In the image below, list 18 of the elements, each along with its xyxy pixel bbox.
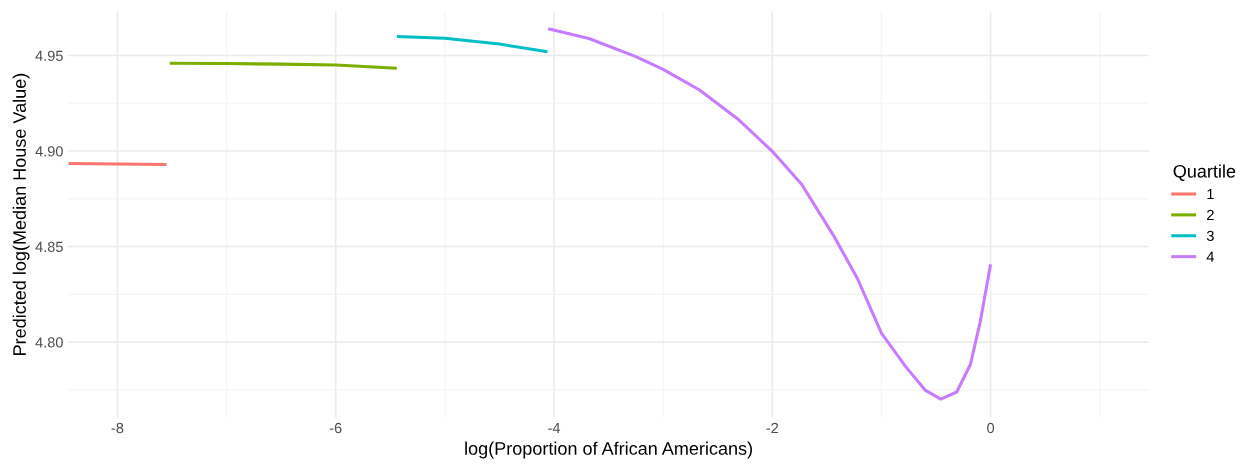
y-tick-label: 4.95 bbox=[35, 50, 63, 61]
x-tick-label: -8 bbox=[111, 422, 124, 434]
legend-label: 1 bbox=[1207, 189, 1214, 200]
y-axis-title: Predicted log(Median House Value) bbox=[12, 73, 30, 355]
x-tick-label: 0 bbox=[987, 422, 995, 434]
x-tick-label: -2 bbox=[766, 422, 779, 434]
line-series bbox=[395, 34, 549, 54]
x-tick-label: -4 bbox=[548, 423, 561, 434]
legend-label: 3 bbox=[1206, 230, 1214, 242]
x-tick-label: -6 bbox=[329, 422, 342, 434]
x-axis-title: log(Proportion of African Americans) bbox=[465, 441, 752, 459]
legend-label: 4 bbox=[1206, 251, 1215, 262]
line-series bbox=[546, 27, 993, 401]
y-tick-label: 4.80 bbox=[35, 337, 63, 348]
legend-title: Quartile bbox=[1173, 164, 1236, 181]
y-tick-label: 4.85 bbox=[35, 241, 63, 253]
y-tick-label: 4.90 bbox=[35, 146, 63, 157]
legend-label: 2 bbox=[1207, 209, 1214, 220]
